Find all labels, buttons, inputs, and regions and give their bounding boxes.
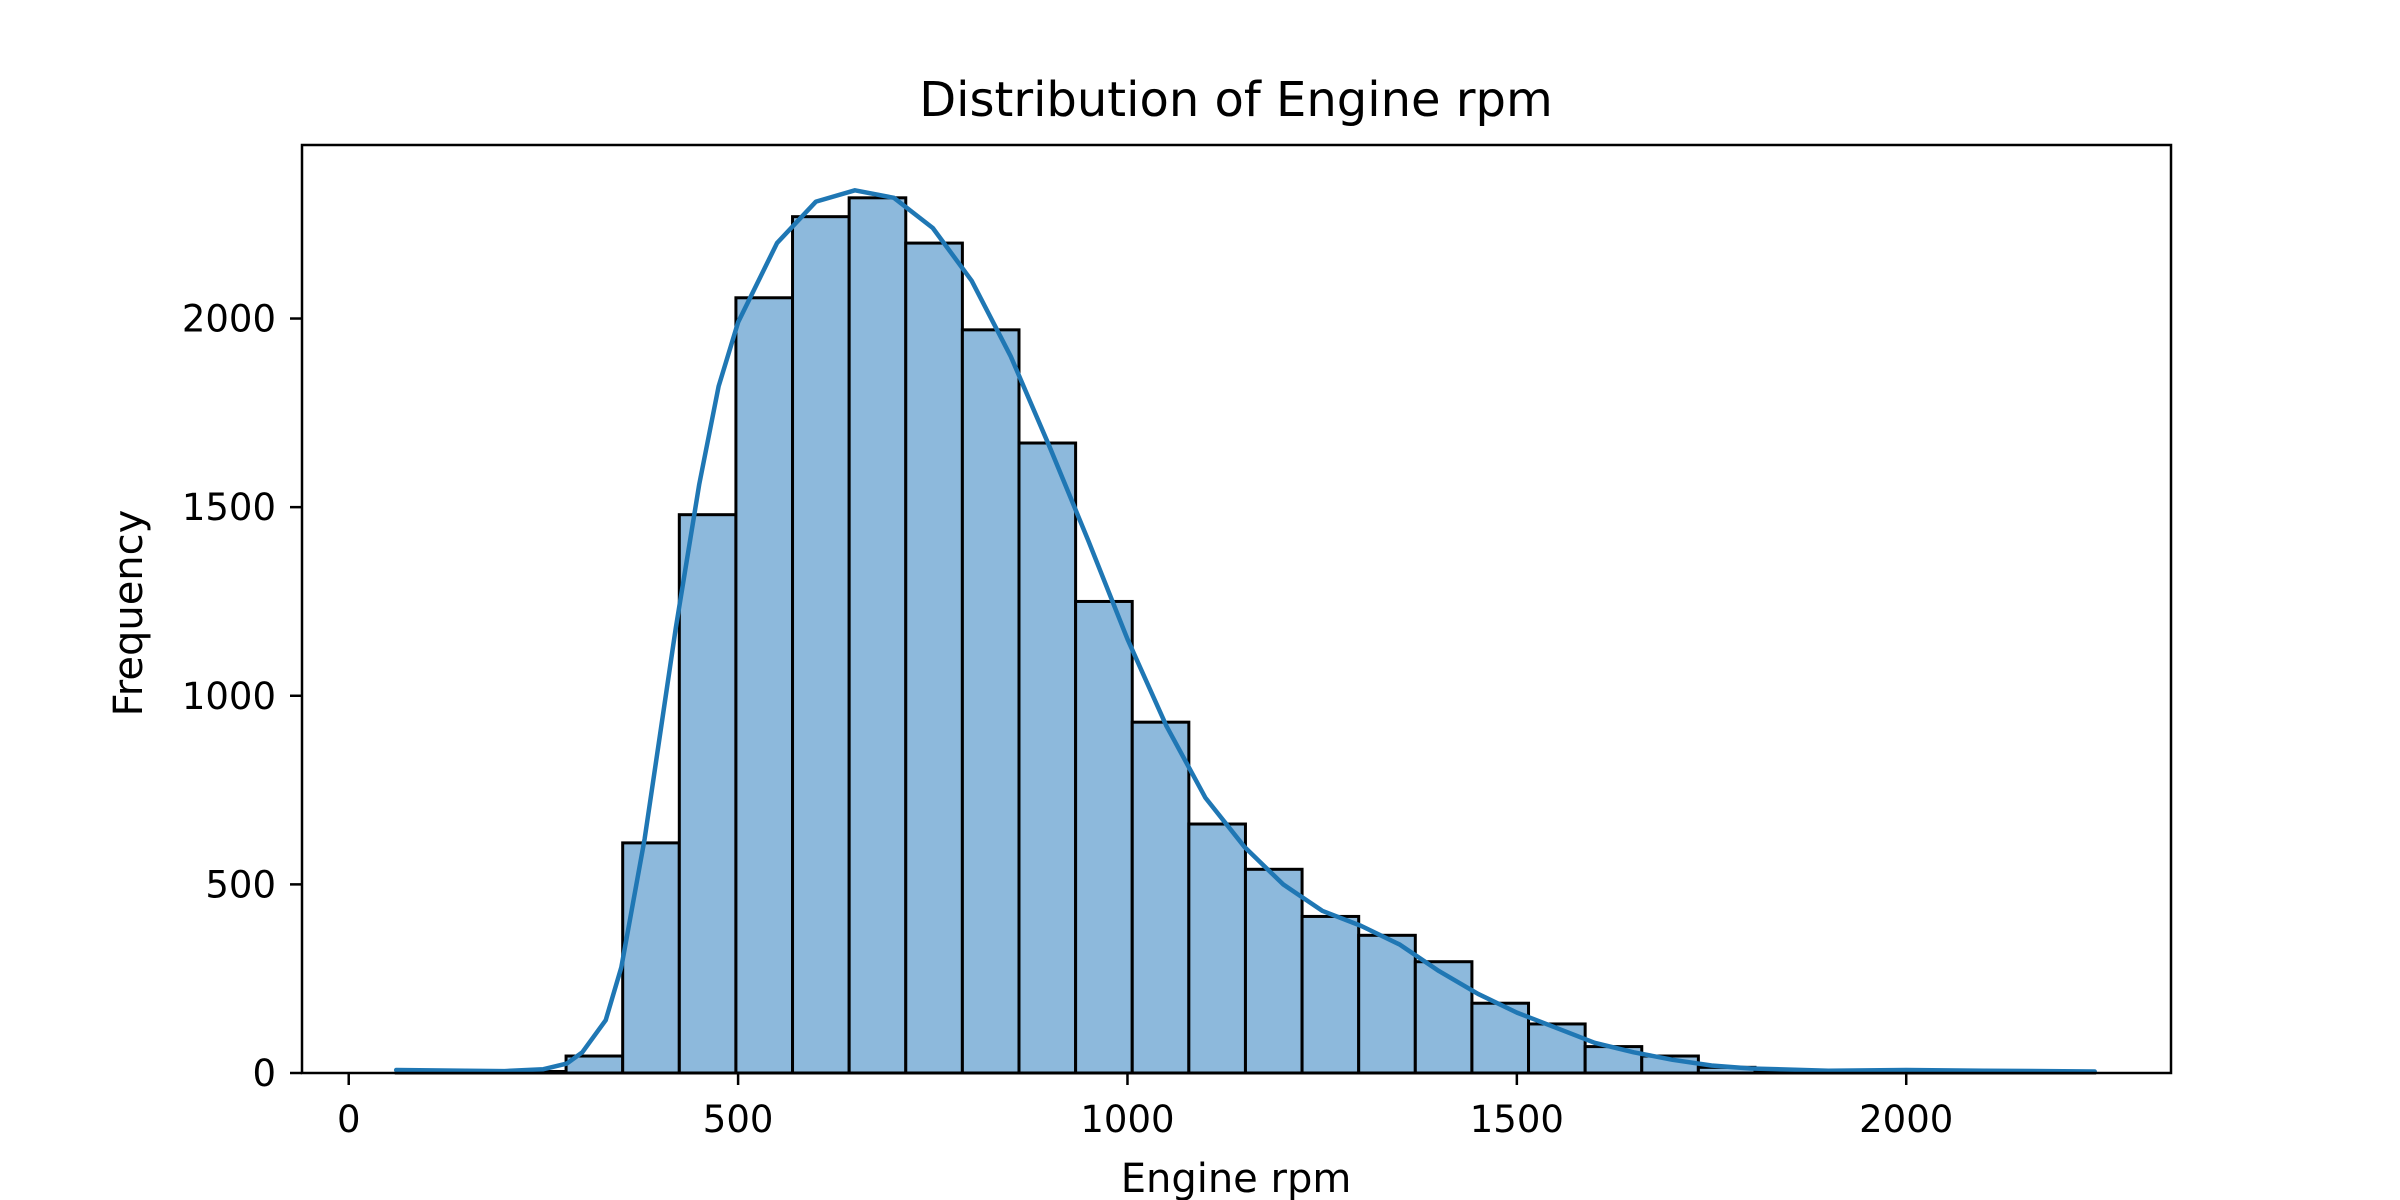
y-tick-label: 1000 [182, 675, 276, 718]
kde-curve [393, 188, 2097, 1074]
histogram-bar [847, 196, 908, 1075]
histogram-bar [1413, 960, 1474, 1075]
y-axis-label: Frequency [106, 510, 152, 717]
histogram-bar [960, 328, 1021, 1075]
y-tick-label: 0 [252, 1052, 276, 1095]
histogram-bar [621, 841, 681, 1075]
histogram-bar [1357, 933, 1417, 1075]
x-axis-label: Engine rpm [1121, 1156, 1352, 1200]
histogram-bar [734, 296, 795, 1075]
histogram-bar [1017, 441, 1078, 1075]
histogram-bar [904, 241, 964, 1075]
y-tick-label: 500 [205, 863, 276, 906]
y-axis-ticks: 0 500 1000 1500 2000 [182, 298, 302, 1095]
histogram-bar [1130, 720, 1191, 1075]
x-tick-label: 0 [337, 1098, 361, 1141]
x-axis-ticks: 0 500 1000 1500 2000 [337, 1073, 1953, 1141]
histogram-bar [1527, 1022, 1587, 1075]
y-tick-label: 2000 [182, 298, 276, 341]
histogram-bar [1187, 822, 1247, 1075]
x-tick-label: 500 [703, 1098, 774, 1141]
plot-frame [300, 143, 2173, 1075]
histogram-bar [1074, 599, 1134, 1075]
chart-title: Distribution of Engine rpm [919, 72, 1553, 128]
histogram-bar [1243, 867, 1304, 1075]
y-tick-label: 1500 [182, 486, 276, 529]
x-tick-label: 1500 [1470, 1098, 1564, 1141]
histogram-bar [677, 513, 738, 1075]
x-tick-label: 1000 [1080, 1098, 1174, 1141]
histogram-bar [1300, 914, 1361, 1075]
histogram-bar [791, 215, 851, 1075]
histogram-bars [394, 196, 2097, 1075]
x-tick-label: 2000 [1859, 1098, 1953, 1141]
